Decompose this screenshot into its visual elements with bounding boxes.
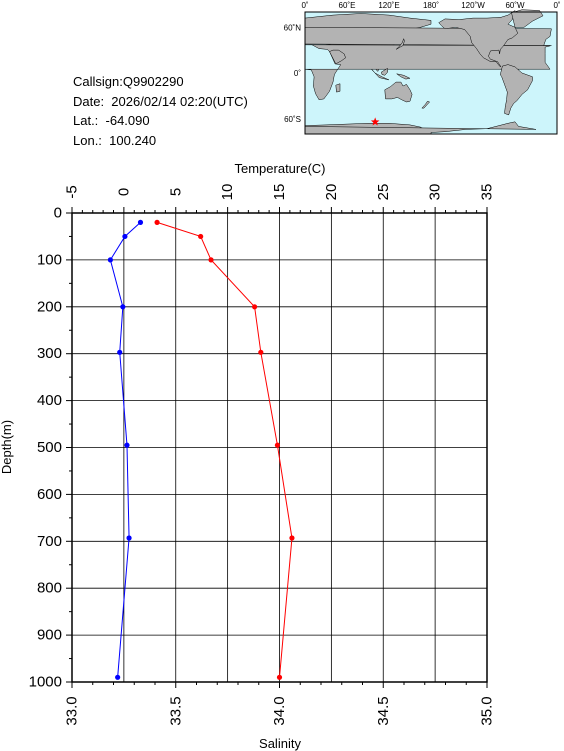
- map-land: [304, 9, 552, 135]
- temperature-point: [124, 442, 130, 448]
- depth-tick-label: 1000: [29, 674, 62, 691]
- land-south-america: [500, 64, 533, 116]
- salinity-tick-label: 33.5: [167, 696, 184, 725]
- depth-tick-label: 700: [37, 533, 62, 550]
- temperature-tick-label: 0: [115, 188, 132, 196]
- land-australia: [384, 81, 413, 103]
- land-north-america: [438, 10, 519, 68]
- map-lat-label: 60˚N: [284, 23, 302, 32]
- salinity-point: [276, 674, 283, 680]
- temperature-point: [137, 219, 144, 225]
- chart-grid: [72, 213, 487, 682]
- salinity-point: [289, 535, 295, 541]
- temperature-tick-label: 10: [219, 184, 236, 201]
- chart-series: [107, 219, 295, 680]
- temperature-point: [126, 535, 132, 541]
- temperature-point: [107, 257, 113, 263]
- depth-axis-title: Depth(m): [0, 420, 14, 474]
- map-labels: 0˚ 60˚E 120˚E 180˚ 120˚W 60˚W 0˚ 60˚N 0˚ 60˚S: [284, 1, 561, 134]
- land-new-zealand: [421, 100, 431, 109]
- land-new-guinea: [396, 73, 411, 80]
- map-lon-label: 60˚W: [505, 1, 525, 10]
- land-arabia: [329, 49, 346, 65]
- salinity-tick-label: 34.0: [271, 696, 288, 725]
- map-lon-label: 60˚E: [339, 1, 356, 10]
- depth-tick-label: 600: [37, 486, 62, 503]
- depth-tick-label: 0: [54, 205, 62, 222]
- land-indonesia: [371, 69, 390, 81]
- station-info: Callsign:Q9902290 Date: 2026/02/14 02:20…: [73, 72, 248, 150]
- salinity-tick-label: 33.0: [64, 696, 81, 725]
- callsign-text: Callsign:Q9902290: [73, 74, 184, 89]
- salinity-point: [208, 257, 214, 263]
- depth-tick-label: 900: [37, 627, 62, 644]
- salinity-point: [258, 349, 264, 355]
- salinity-point: [198, 233, 204, 240]
- land-japan: [395, 37, 405, 50]
- salinity-point: [274, 442, 281, 448]
- land-borneo: [381, 67, 388, 76]
- temperature-tick-label: 35: [479, 184, 496, 201]
- temperature-point: [115, 674, 121, 680]
- salinity-line: [156, 221, 293, 678]
- temperature-tick-label: 25: [375, 184, 392, 201]
- temperature-point: [117, 349, 123, 355]
- depth-tick-label: 400: [37, 392, 62, 409]
- map-lon-label: 120˚W: [461, 1, 485, 10]
- station-marker: [370, 117, 380, 126]
- salinity-point: [154, 219, 160, 225]
- map-frame: [304, 11, 558, 135]
- station-star-icon: [370, 117, 380, 126]
- map-lat-label: 60˚S: [284, 115, 301, 124]
- temperature-axis-title: Temperature(C): [234, 161, 325, 176]
- map-lon-label: 0˚: [553, 1, 560, 10]
- map-lon-label: 0˚: [301, 1, 308, 10]
- temperature-point: [120, 304, 126, 310]
- depth-tick-label: 300: [37, 345, 62, 362]
- map-lon-label: 180˚: [423, 1, 439, 10]
- temperature-tick-label: 5: [167, 188, 184, 196]
- temperature-point: [122, 233, 128, 240]
- temperature-tick-label: -5: [64, 185, 81, 198]
- map-lat-label: 0˚: [294, 69, 301, 78]
- salinity-point: [252, 304, 258, 310]
- depth-tick-label: 200: [37, 298, 62, 315]
- latitude-text: Lat.: -64.090: [73, 113, 150, 128]
- temperature-tick-label: 30: [427, 184, 444, 201]
- depth-tick-label: 100: [37, 251, 62, 268]
- temperature-tick-label: 20: [323, 184, 340, 201]
- depth-tick-label: 500: [37, 439, 62, 456]
- land-madagascar: [335, 83, 341, 93]
- temperature-tick-label: 15: [271, 184, 288, 201]
- salinity-tick-label: 35.0: [479, 696, 496, 725]
- date-text: Date: 2026/02/14 02:20(UTC): [73, 93, 248, 109]
- map-lon-label: 120˚E: [378, 1, 399, 10]
- temperature-line: [109, 222, 141, 678]
- salinity-tick-label: 34.5: [375, 696, 392, 725]
- longitude-text: Lon.: 100.240: [73, 132, 157, 148]
- depth-tick-label: 800: [37, 580, 62, 597]
- salinity-axis-title: Salinity: [259, 736, 301, 751]
